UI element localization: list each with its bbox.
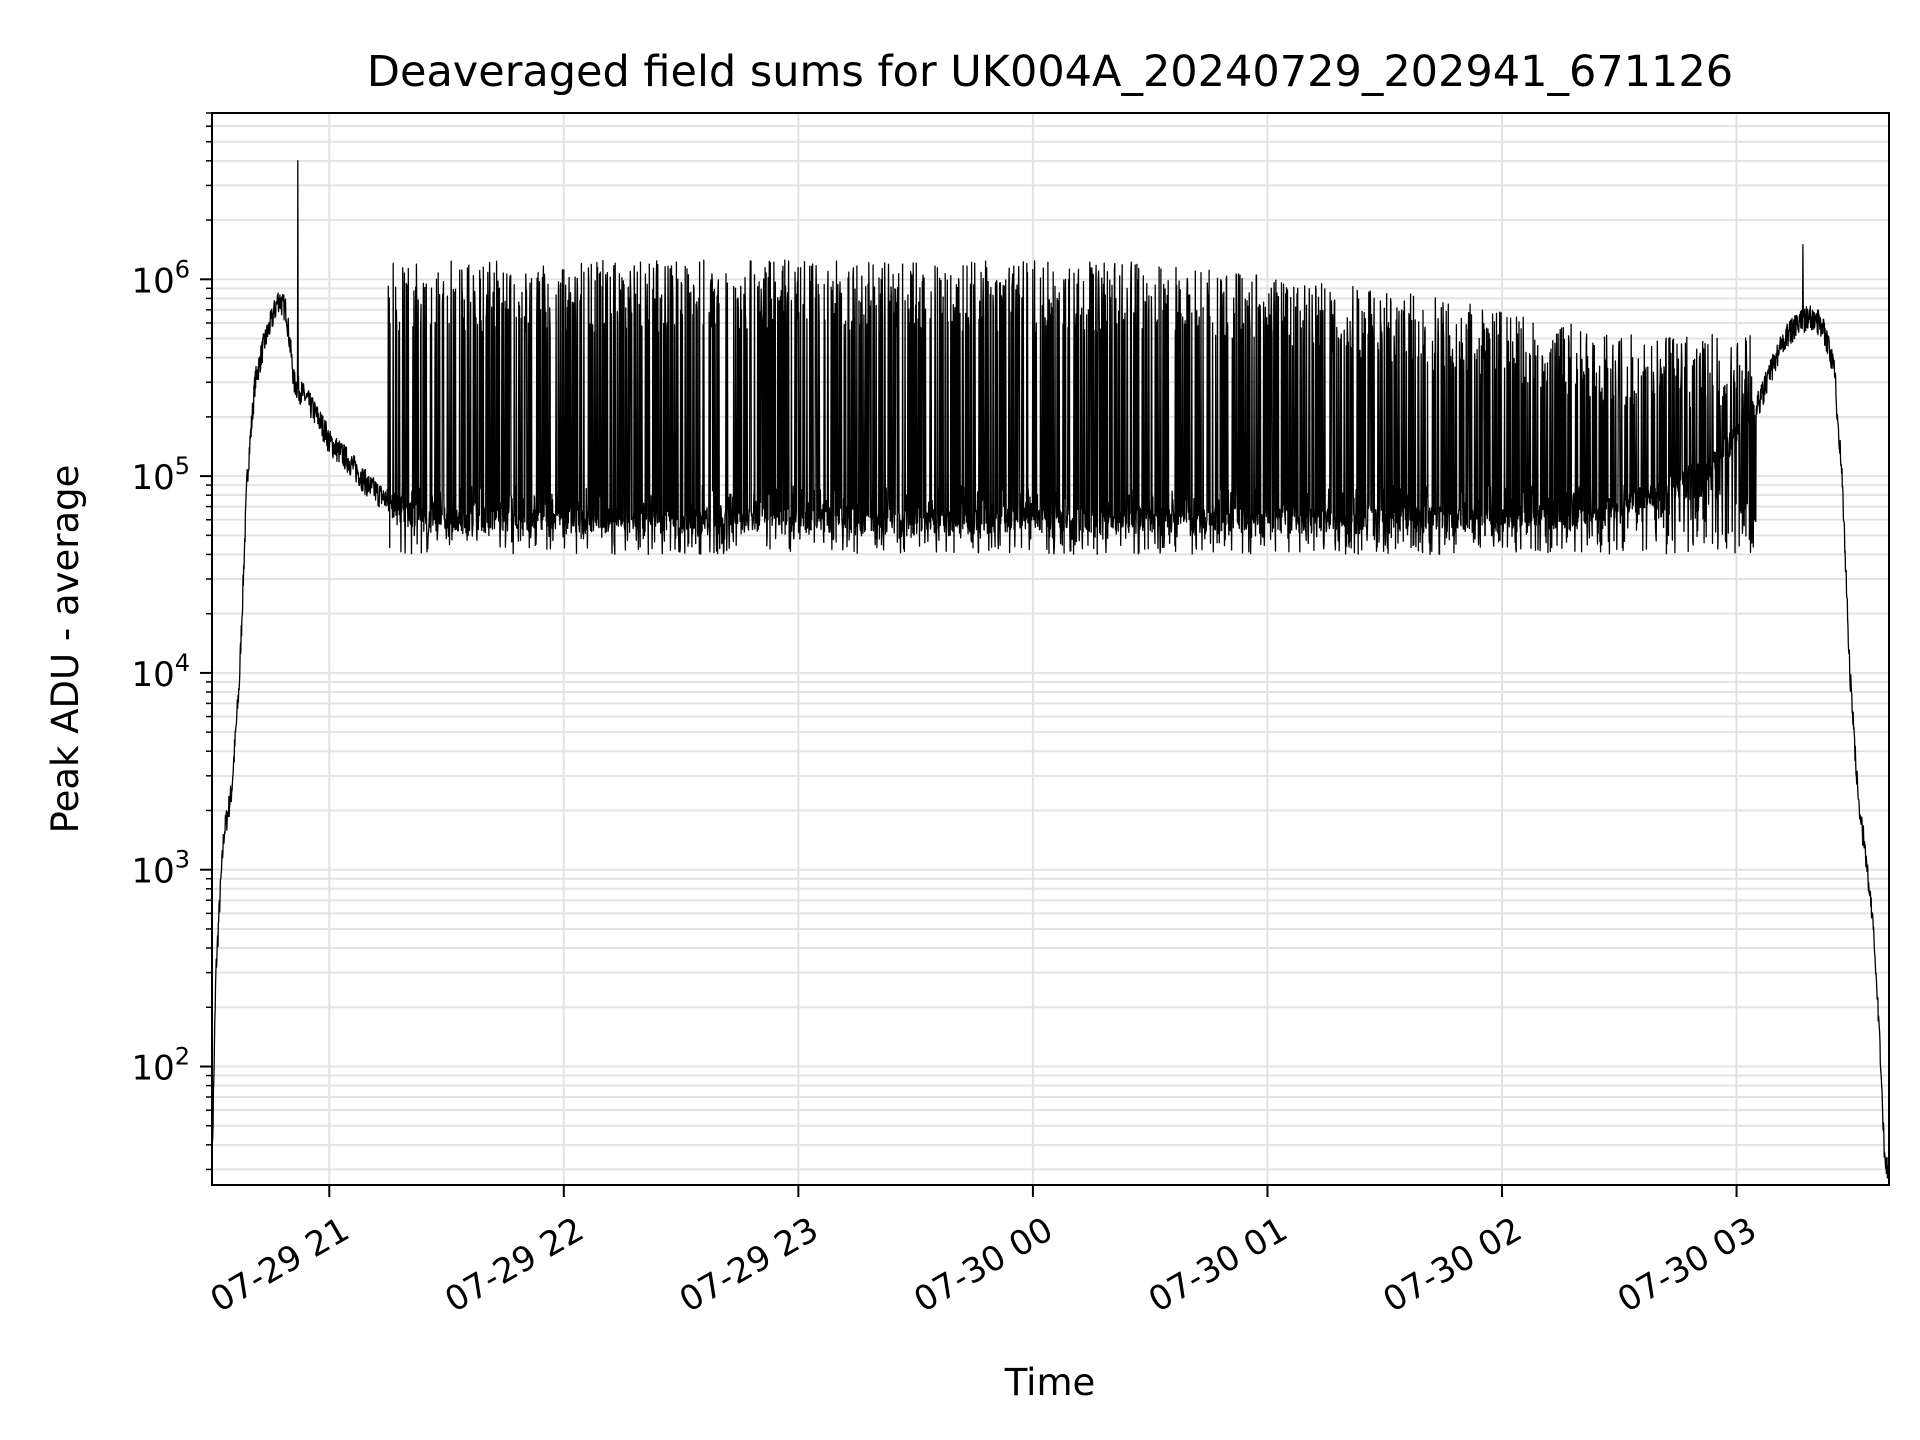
y-tick-label: 105 (131, 452, 190, 498)
y-axis: 102 103 104 105 106 (131, 112, 212, 1171)
grid (212, 112, 1889, 1185)
chart-title: Deaveraged field sums for UK004A_2024072… (367, 47, 1733, 97)
y-axis-label: Peak ADU - average (44, 465, 87, 834)
y-tick-label: 106 (131, 255, 190, 301)
x-axis-label: Time (1004, 1361, 1096, 1404)
series-layer (211, 160, 1890, 1184)
series-line (211, 160, 1890, 1184)
y-tick-label: 102 (131, 1043, 190, 1089)
y-tick-label: 103 (131, 846, 190, 892)
plot-frame (211, 112, 1890, 1186)
y-tick-label: 104 (131, 649, 190, 695)
